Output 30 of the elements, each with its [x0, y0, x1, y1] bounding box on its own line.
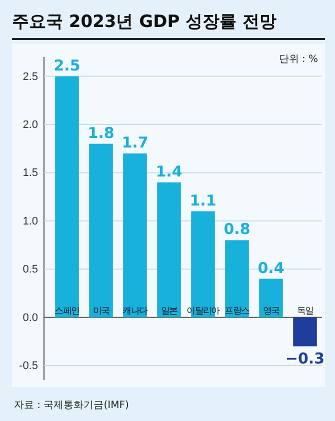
bar	[259, 278, 283, 318]
y-tick-label: -0.5	[19, 360, 38, 372]
bar	[123, 153, 147, 318]
x-tick-label: 일본	[160, 306, 178, 316]
data-label: 0.4	[258, 258, 284, 277]
chart-title: 주요국 2023년 GDP 성장률 전망	[12, 12, 277, 32]
bar	[293, 317, 317, 346]
x-tick-label: 영국	[262, 306, 280, 316]
bar	[55, 76, 79, 318]
x-tick-label: 스페인	[54, 306, 80, 316]
text: 자료 : 국제통화기금(IMF)	[14, 400, 129, 411]
data-label: 2.5	[54, 56, 80, 74]
data-label: 1.4	[156, 162, 182, 180]
bar	[225, 240, 249, 318]
data-label: −0.3	[285, 349, 325, 368]
bar	[157, 182, 181, 318]
bar	[89, 144, 113, 318]
data-label: 0.8	[224, 220, 250, 238]
y-tick-label: 1.0	[22, 215, 38, 228]
y-tick-label: 0.0	[22, 312, 38, 324]
annotation: 단위 : %	[278, 54, 318, 65]
y-tick-label: 1.5	[22, 167, 38, 180]
data-label: 1.8	[88, 124, 114, 142]
x-tick-label: 독일	[296, 306, 314, 316]
data-label: 1.7	[122, 133, 148, 152]
y-tick-label: 2.5	[22, 70, 38, 83]
y-tick-label: 0.5	[22, 264, 38, 276]
x-tick-label: 미국	[92, 306, 110, 316]
y-tick-label: 2.0	[22, 119, 38, 132]
data-label: 1.1	[190, 191, 216, 210]
